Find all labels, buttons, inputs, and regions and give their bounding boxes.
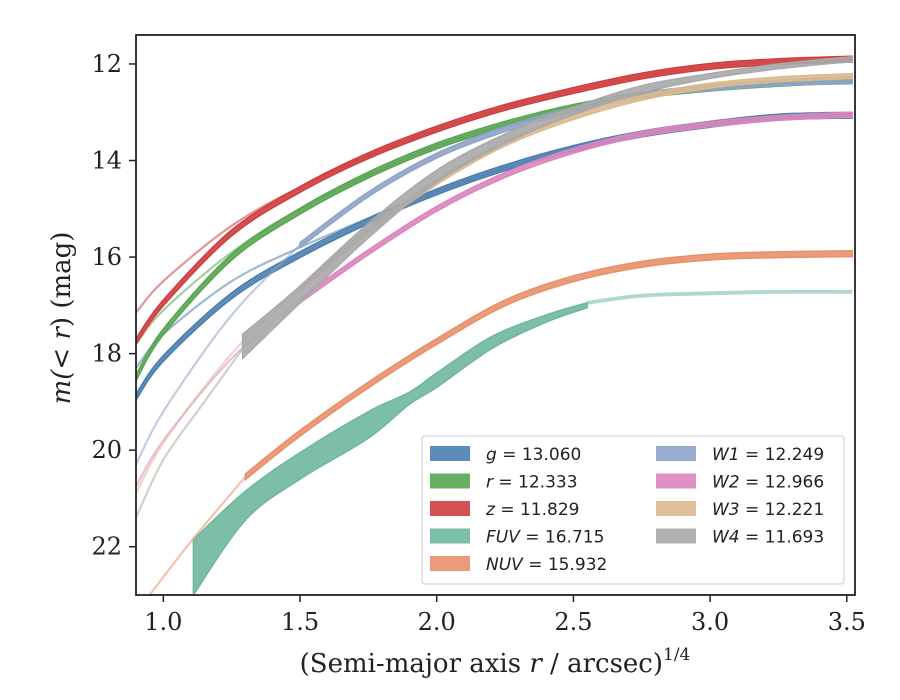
legend-label: g = 13.060	[486, 445, 581, 465]
series-w1-band	[299, 78, 854, 249]
x-tick-label: 2.0	[418, 608, 456, 636]
legend-swatch	[656, 473, 696, 489]
legend-frame	[421, 435, 845, 585]
x-tick-label: 1.0	[144, 608, 182, 636]
x-tick-label: 3.5	[828, 608, 866, 636]
legend-swatch	[656, 528, 696, 544]
y-tick-label: 22	[91, 533, 122, 561]
series-nuv-band	[244, 250, 854, 482]
y-tick-label: 18	[91, 340, 122, 368]
legend-item-w4: W4 = 11.693	[656, 528, 824, 548]
legend-label: W3 = 12.221	[712, 500, 824, 520]
x-tick-label: 2.5	[554, 608, 592, 636]
x-axis: 1.0 1.5 2.0 2.5 3.0 3.5	[144, 595, 866, 636]
legend-label: W1 = 12.249	[712, 445, 824, 465]
plot-frame	[135, 34, 856, 596]
series-w2-band	[299, 111, 854, 305]
legend-swatch	[430, 556, 470, 571]
series-w4-band	[241, 55, 854, 361]
y-tick-label: 12	[91, 50, 122, 78]
series-fuv-band	[192, 301, 588, 595]
x-tick-label: 1.5	[281, 608, 319, 636]
legend-label: FUV = 16.715	[486, 528, 604, 548]
series-nuv-extension	[148, 475, 247, 595]
series-fuv-extension	[586, 289, 853, 305]
y-tick-label: 20	[91, 436, 122, 464]
y-axis: 12 14 16 18 20 22	[91, 50, 136, 561]
legend-swatch	[656, 446, 696, 461]
legend: g = 13.060 r = 12.333 z = 11.829 FUV = 16.7…	[421, 435, 845, 585]
legend-item-w2: W2 = 12.966	[656, 473, 824, 493]
legend-label: W2 = 12.966	[712, 473, 824, 493]
legend-label: z = 11.829	[485, 500, 579, 520]
series-layer	[136, 55, 854, 595]
x-axis-label: (Semi-major axis r / arcsec)1/4	[300, 645, 691, 679]
y-tick-label: 14	[91, 147, 122, 175]
legend-item-w1: W1 = 12.249	[656, 445, 824, 465]
series-w4-extension	[136, 348, 244, 519]
legend-swatch	[430, 473, 470, 489]
legend-item-z: z = 11.829	[430, 500, 579, 520]
y-axis-label: m(< r) (mag)	[47, 232, 77, 405]
legend-swatch	[430, 528, 470, 544]
series-nuv	[148, 250, 854, 595]
legend-label: NUV = 15.932	[486, 555, 607, 575]
legend-item-g: g = 13.060	[430, 445, 581, 465]
legend-swatch	[430, 446, 470, 461]
legend-label: W4 = 11.693	[712, 528, 824, 548]
series-w1	[136, 78, 854, 466]
series-w4	[136, 55, 854, 519]
legend-item-w3: W3 = 12.221	[656, 500, 824, 520]
series-w1-extension	[136, 244, 301, 466]
legend-swatch	[656, 501, 696, 516]
y-tick-label: 16	[91, 243, 122, 271]
series-g-band	[136, 111, 854, 402]
legend-item-fuv: FUV = 16.715	[430, 528, 604, 548]
series-fuv	[192, 289, 853, 595]
x-tick-label: 3.0	[691, 608, 729, 636]
legend-swatch	[430, 501, 470, 516]
legend-item-nuv: NUV = 15.932	[430, 555, 607, 575]
legend-label: r = 12.333	[486, 473, 578, 493]
legend-item-r: r = 12.333	[430, 473, 578, 493]
